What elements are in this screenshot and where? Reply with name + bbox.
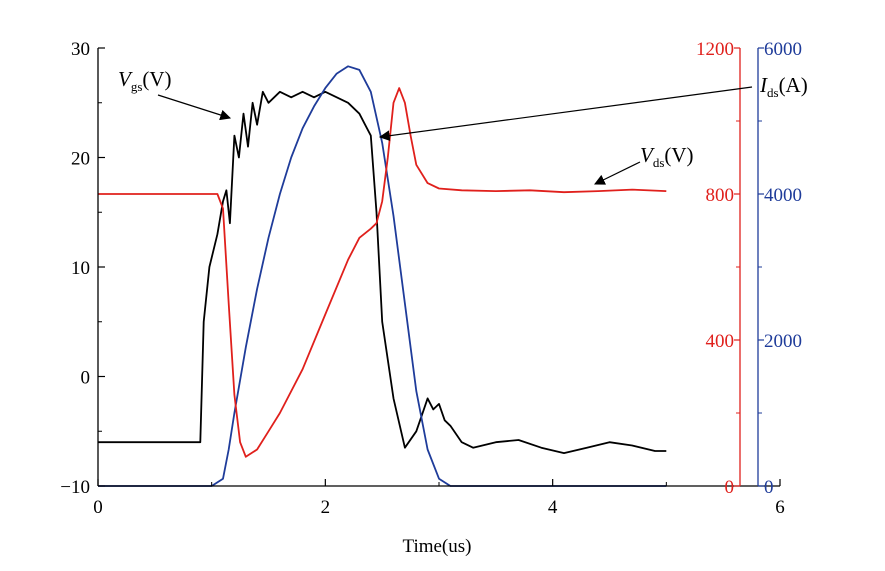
annotation-ids-unit: (A) bbox=[779, 73, 808, 97]
svg-text:Vgs(V): Vgs(V) bbox=[118, 67, 172, 94]
axes: Time(us) Vgs(V) Ids(A) Vds(V) bbox=[97, 48, 808, 557]
annotation-vds: Vds(V) bbox=[640, 143, 694, 170]
ids-axis-tick-label: 2000 bbox=[764, 331, 802, 352]
annotation-vds-main: V bbox=[640, 143, 655, 167]
vds-axis-tick-label: 0 bbox=[725, 477, 735, 498]
arrow-ids bbox=[378, 86, 753, 142]
svg-text:Ids(A): Ids(A) bbox=[759, 73, 808, 100]
arrow-vgs bbox=[157, 94, 232, 121]
plot-area bbox=[98, 65, 667, 487]
left-y-tick-label: 0 bbox=[81, 368, 91, 389]
annotation-vds-sub: ds bbox=[653, 155, 665, 170]
x-tick-label: 6 bbox=[775, 497, 785, 518]
ids-axis-tick-label: 4000 bbox=[764, 185, 802, 206]
vds-axis-tick-label: 1200 bbox=[696, 39, 734, 60]
series-line-vds bbox=[98, 87, 667, 458]
annotation-vgs-main: V bbox=[118, 67, 133, 91]
left-y-tick-label: −10 bbox=[60, 477, 90, 498]
annotation-ids: Ids(A) bbox=[759, 73, 808, 100]
x-tick-label: 4 bbox=[548, 497, 558, 518]
svg-text:Vds(V): Vds(V) bbox=[640, 143, 694, 170]
annotation-vgs-unit: (V) bbox=[142, 67, 171, 91]
left-y-tick-label: 20 bbox=[71, 149, 90, 170]
annotation-ids-main: I bbox=[759, 73, 768, 97]
series-line-vgs bbox=[98, 90, 667, 455]
vds-axis-tick-label: 400 bbox=[706, 331, 735, 352]
annotation-vgs: Vgs(V) bbox=[118, 67, 172, 94]
ids-axis-tick-label: 6000 bbox=[764, 39, 802, 60]
vds-axis-tick-label: 800 bbox=[706, 185, 735, 206]
x-tick-label: 2 bbox=[321, 497, 331, 518]
left-y-tick-label: 10 bbox=[71, 258, 90, 279]
annotation-ids-sub: ds bbox=[767, 85, 779, 100]
x-axis-label: Time(us) bbox=[403, 536, 472, 557]
x-tick-label: 0 bbox=[93, 497, 103, 518]
annotation-vds-unit: (V) bbox=[664, 143, 693, 167]
ids-axis-tick-label: 0 bbox=[764, 477, 774, 498]
arrow-vds bbox=[594, 161, 641, 185]
left-y-tick-label: 30 bbox=[71, 39, 90, 60]
annotation-vgs-sub: gs bbox=[131, 79, 143, 94]
series-line-ids bbox=[98, 65, 667, 487]
